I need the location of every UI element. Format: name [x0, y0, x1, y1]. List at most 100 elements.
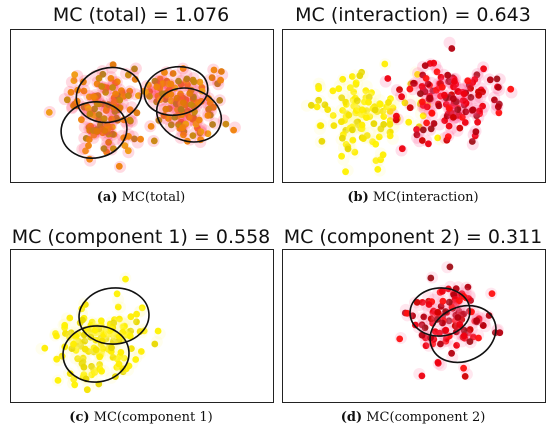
- data-point: [147, 123, 155, 130]
- panel-a-scatter: [43, 61, 241, 173]
- data-point: [151, 77, 159, 85]
- data-point-yellow: [318, 137, 326, 145]
- data-point-red: [445, 78, 452, 85]
- data-point-red: [495, 109, 503, 117]
- data-point: [118, 87, 125, 94]
- data-point: [95, 74, 103, 82]
- cluster-ellipse: [409, 287, 471, 337]
- data-point-yellow: [374, 166, 382, 173]
- data-point: [454, 314, 462, 321]
- panel-c-caption: (c) MC(component 1): [10, 410, 272, 425]
- data-point: [100, 331, 107, 338]
- data-point-yellow: [414, 71, 421, 78]
- data-point: [45, 109, 53, 116]
- data-point-red: [413, 131, 421, 139]
- data-point-red: [469, 106, 477, 114]
- data-point-yellow: [338, 94, 346, 102]
- cluster-ellipse: [60, 101, 128, 159]
- data-point-yellow: [379, 108, 387, 115]
- data-point-yellow: [386, 121, 394, 128]
- data-point: [137, 135, 144, 143]
- data-point: [70, 376, 78, 383]
- panel-a-caption-letter: (a): [96, 190, 118, 205]
- data-point-red: [445, 105, 453, 112]
- data-point-red: [430, 120, 438, 127]
- data-point-yellow: [335, 85, 343, 93]
- data-point: [167, 80, 175, 88]
- data-point: [460, 310, 467, 318]
- data-point: [41, 344, 49, 352]
- data-point-yellow: [379, 151, 387, 159]
- data-point: [105, 138, 112, 146]
- data-point: [108, 344, 115, 352]
- data-point-yellow: [371, 106, 379, 114]
- data-point-red: [448, 45, 456, 52]
- data-point: [446, 263, 454, 271]
- data-point: [116, 97, 124, 104]
- data-point-red: [451, 77, 458, 85]
- data-point: [187, 101, 195, 108]
- data-point: [418, 372, 426, 380]
- data-point: [133, 318, 140, 326]
- data-point: [70, 340, 77, 348]
- data-point: [126, 106, 134, 114]
- data-point: [61, 321, 69, 329]
- data-point: [97, 317, 105, 325]
- data-point-yellow: [342, 98, 350, 106]
- data-point: [204, 130, 212, 138]
- data-point: [133, 109, 141, 117]
- data-point-yellow: [380, 113, 388, 120]
- data-point-yellow: [339, 134, 346, 142]
- data-point-red: [435, 102, 443, 110]
- data-point: [195, 116, 203, 124]
- data-point: [154, 327, 162, 335]
- panel-d-plot: [282, 249, 546, 403]
- data-point: [422, 342, 430, 350]
- data-point: [208, 74, 216, 82]
- data-point: [413, 299, 421, 306]
- data-point-yellow: [346, 84, 354, 92]
- data-point: [115, 162, 123, 170]
- data-point-yellow: [434, 134, 442, 142]
- data-point-red: [419, 98, 426, 106]
- data-point: [167, 97, 175, 105]
- data-point: [100, 115, 108, 123]
- data-point-yellow: [365, 93, 373, 101]
- data-point-red: [423, 103, 431, 111]
- data-point: [186, 113, 193, 121]
- data-point-red: [437, 73, 445, 81]
- data-point: [173, 94, 181, 102]
- data-point-red: [486, 76, 494, 84]
- data-point: [53, 355, 61, 363]
- data-point: [167, 121, 175, 129]
- data-point-yellow: [324, 106, 332, 113]
- data-point: [222, 120, 230, 128]
- data-point-red: [384, 75, 392, 82]
- data-point-red: [430, 59, 438, 67]
- data-point: [81, 345, 89, 353]
- data-point: [135, 92, 142, 99]
- data-point: [439, 297, 447, 305]
- data-point-red: [495, 84, 502, 91]
- data-point-red: [421, 62, 429, 69]
- data-point: [91, 369, 99, 376]
- data-point-red: [406, 85, 414, 93]
- data-point: [71, 381, 79, 389]
- data-point-yellow: [329, 87, 337, 95]
- data-point-red: [507, 85, 515, 93]
- data-point: [101, 127, 109, 134]
- data-point: [162, 105, 170, 113]
- data-point-red: [423, 119, 430, 127]
- data-point-red: [438, 83, 446, 91]
- data-point-red: [393, 112, 400, 120]
- data-point: [153, 83, 161, 91]
- data-point: [86, 110, 94, 118]
- data-point: [436, 329, 443, 337]
- panel-c-scatter: [35, 272, 166, 394]
- data-point: [54, 377, 62, 384]
- data-point: [177, 106, 185, 113]
- data-point: [93, 127, 101, 135]
- data-point: [92, 346, 100, 354]
- data-point: [403, 309, 411, 317]
- data-point-red: [450, 83, 457, 91]
